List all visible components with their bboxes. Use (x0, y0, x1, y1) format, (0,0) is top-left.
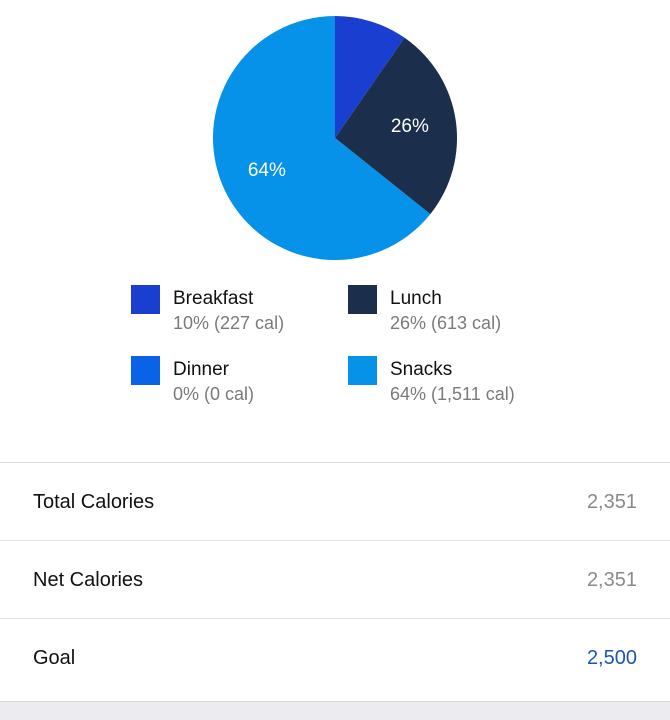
total-calories-label: Total Calories (33, 491, 155, 513)
pie-legend: Breakfast 10% (227 cal) Lunch 26% (613 c… (131, 284, 551, 424)
legend-item-dinner: Dinner 0% (0 cal) (131, 355, 341, 415)
summary-row-total-calories[interactable]: Total Calories 2,351 (0, 463, 670, 541)
summary-row-goal[interactable]: Goal 2,500 (0, 619, 670, 700)
legend-swatch-breakfast (131, 285, 160, 314)
goal-label: Goal (33, 647, 76, 669)
summary-row-net-calories[interactable]: Net Calories 2,351 (0, 541, 670, 619)
goal-value[interactable]: 2,500 (586, 647, 637, 669)
legend-item-breakfast: Breakfast 10% (227 cal) (131, 284, 341, 344)
pie-label-lunch: 26% (391, 116, 429, 137)
legend-detail-dinner: 0% (0 cal) (173, 384, 255, 404)
pie-label-snacks: 64% (248, 160, 286, 181)
legend-swatch-snacks (348, 356, 377, 385)
legend-detail-breakfast: 10% (227 cal) (173, 313, 285, 333)
net-calories-label: Net Calories (33, 569, 144, 591)
legend-label-snacks: Snacks (390, 359, 453, 380)
legend-item-snacks: Snacks 64% (1,511 cal) (348, 355, 558, 415)
legend-detail-lunch: 26% (613 cal) (390, 313, 502, 333)
pie-slice-breakfast (335, 16, 405, 138)
bottom-section-background (0, 701, 670, 720)
pie-slice-lunch (335, 37, 457, 215)
legend-swatch-dinner (131, 356, 160, 385)
legend-item-lunch: Lunch 26% (613 cal) (348, 284, 558, 344)
calorie-summary-list: Total Calories 2,351 Net Calories 2,351 … (0, 462, 670, 700)
legend-label-dinner: Dinner (173, 359, 229, 380)
legend-swatch-lunch (348, 285, 377, 314)
legend-detail-snacks: 64% (1,511 cal) (390, 384, 515, 404)
legend-label-breakfast: Breakfast (173, 288, 254, 309)
legend-label-lunch: Lunch (390, 288, 442, 309)
total-calories-value: 2,351 (586, 491, 637, 513)
net-calories-value: 2,351 (586, 569, 637, 591)
pie-slice-snacks (212, 16, 431, 260)
calories-pie-chart: 26% 64% (212, 16, 457, 260)
